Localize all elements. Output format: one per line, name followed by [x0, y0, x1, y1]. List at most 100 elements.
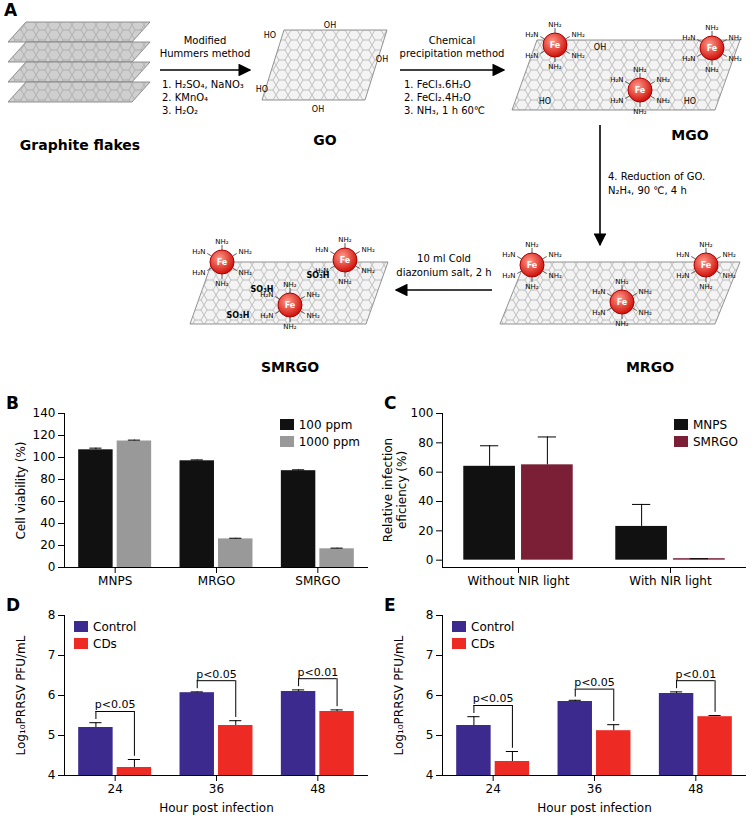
svg-text:NH₂: NH₂: [656, 97, 670, 105]
svg-text:H₂N: H₂N: [682, 34, 695, 42]
svg-text:Hour post infection: Hour post infection: [537, 801, 652, 815]
svg-text:NH₂: NH₂: [705, 24, 719, 32]
svg-text:GO: GO: [313, 132, 336, 148]
svg-text:Fe: Fe: [217, 258, 228, 267]
svg-text:Hour post infection: Hour post infection: [159, 801, 274, 815]
svg-text:60: 60: [418, 465, 433, 479]
svg-text:H₂N: H₂N: [676, 251, 689, 259]
svg-text:Fe: Fe: [617, 298, 628, 307]
svg-text:Chemical: Chemical: [429, 35, 475, 46]
svg-text:Log₁₀PRRSV PFU/mL: Log₁₀PRRSV PFU/mL: [14, 635, 28, 755]
svg-text:NH₂: NH₂: [548, 251, 562, 259]
svg-text:NH₂: NH₂: [238, 269, 252, 277]
svg-text:H₂N: H₂N: [525, 52, 538, 60]
svg-text:SO₃H: SO₃H: [227, 311, 250, 320]
svg-text:H₂N: H₂N: [592, 309, 605, 317]
svg-text:140: 140: [33, 406, 56, 420]
svg-text:48: 48: [688, 782, 703, 796]
svg-text:H₂N: H₂N: [315, 267, 328, 275]
svg-text:60: 60: [40, 494, 55, 508]
svg-text:NH₂: NH₂: [656, 76, 670, 84]
svg-text:NH₂: NH₂: [571, 31, 585, 39]
svg-text:3. H₂O₂: 3. H₂O₂: [162, 105, 198, 116]
svg-text:H₂N: H₂N: [192, 248, 205, 256]
svg-text:H₂N: H₂N: [502, 272, 515, 280]
svg-text:Log₁₀PRRSV PFU/mL: Log₁₀PRRSV PFU/mL: [392, 635, 406, 755]
svg-text:H₂N: H₂N: [502, 251, 515, 259]
svg-text:NH₂: NH₂: [728, 55, 742, 63]
svg-text:H₂N: H₂N: [192, 269, 205, 277]
svg-text:p<0.05: p<0.05: [95, 698, 136, 711]
svg-text:24: 24: [486, 782, 501, 796]
svg-text:Hummers method: Hummers method: [160, 48, 251, 59]
svg-text:Fe: Fe: [701, 261, 712, 270]
svg-text:NH₂: NH₂: [525, 283, 539, 291]
svg-text:NH₂: NH₂: [361, 267, 375, 275]
svg-text:OH: OH: [376, 55, 388, 64]
svg-text:Fe: Fe: [707, 44, 718, 53]
svg-text:NH₂: NH₂: [615, 278, 629, 286]
svg-text:Modified: Modified: [184, 35, 227, 46]
svg-text:NH₂: NH₂: [722, 251, 736, 259]
svg-text:NH₂: NH₂: [633, 108, 647, 116]
svg-text:Fe: Fe: [635, 86, 646, 95]
svg-text:HO: HO: [256, 85, 268, 94]
svg-text:8: 8: [426, 608, 434, 622]
svg-text:HO: HO: [684, 97, 696, 106]
svg-text:4: 4: [48, 768, 56, 782]
svg-text:0: 0: [426, 553, 434, 567]
svg-text:NH₂: NH₂: [699, 283, 713, 291]
svg-text:p<0.05: p<0.05: [473, 692, 514, 705]
svg-text:H₂N: H₂N: [525, 31, 538, 39]
svg-text:5: 5: [48, 728, 56, 742]
svg-text:6: 6: [48, 688, 56, 702]
svg-text:NH₂: NH₂: [615, 320, 629, 328]
svg-text:precipitation method: precipitation method: [400, 48, 505, 59]
svg-text:Cell viability (%): Cell viability (%): [14, 441, 28, 539]
svg-text:Graphite flakes: Graphite flakes: [20, 137, 140, 153]
svg-text:7: 7: [426, 648, 434, 662]
svg-text:Fe: Fe: [527, 261, 538, 270]
svg-text:2. FeCl₂.4H₂O: 2. FeCl₂.4H₂O: [404, 92, 471, 103]
svg-text:7: 7: [48, 648, 56, 662]
svg-text:100: 100: [33, 450, 56, 464]
svg-text:OH: OH: [312, 105, 324, 114]
svg-text:80: 80: [40, 472, 55, 486]
svg-text:NH₂: NH₂: [525, 241, 539, 249]
svg-text:1. H₂SO₄, NaNO₃: 1. H₂SO₄, NaNO₃: [162, 79, 244, 90]
svg-text:NH₂: NH₂: [548, 63, 562, 71]
svg-text:H₂N: H₂N: [260, 291, 273, 299]
svg-text:SMRGO: SMRGO: [295, 574, 340, 588]
svg-text:10 ml Cold: 10 ml Cold: [417, 253, 471, 264]
svg-text:NH₂: NH₂: [638, 288, 652, 296]
svg-text:H₂N: H₂N: [260, 312, 273, 320]
svg-text:NH₂: NH₂: [699, 241, 713, 249]
svg-text:NH₂: NH₂: [338, 236, 352, 244]
svg-text:40: 40: [418, 494, 433, 508]
svg-text:H₂N: H₂N: [592, 288, 605, 296]
svg-text:p<0.01: p<0.01: [675, 668, 716, 681]
svg-text:Relative infectioneficiency (%: Relative infectioneficiency (%): [381, 438, 409, 542]
svg-text:NH₂: NH₂: [705, 66, 719, 74]
svg-text:100: 100: [411, 406, 434, 420]
svg-text:Fe: Fe: [340, 256, 351, 265]
svg-text:H₂N: H₂N: [610, 76, 623, 84]
svg-text:20: 20: [418, 524, 433, 538]
svg-text:diazonium salt, 2 h: diazonium salt, 2 h: [396, 267, 491, 278]
svg-text:HO: HO: [539, 97, 551, 106]
svg-text:H₂N: H₂N: [315, 246, 328, 254]
svg-text:NH₂: NH₂: [215, 280, 229, 288]
svg-text:H₂N: H₂N: [676, 272, 689, 280]
svg-text:NH₂: NH₂: [571, 52, 585, 60]
svg-text:40: 40: [40, 516, 55, 530]
svg-text:NH₂: NH₂: [283, 323, 297, 331]
svg-text:OH: OH: [594, 43, 606, 52]
svg-text:H₂N: H₂N: [682, 55, 695, 63]
svg-text:36: 36: [587, 782, 602, 796]
svg-text:8: 8: [48, 608, 56, 622]
svg-text:24: 24: [108, 782, 123, 796]
svg-text:20: 20: [40, 538, 55, 552]
svg-text:3. NH₃, 1 h 60℃: 3. NH₃, 1 h 60℃: [404, 105, 485, 116]
svg-text:MNPS: MNPS: [98, 574, 132, 588]
svg-text:0: 0: [48, 560, 56, 574]
